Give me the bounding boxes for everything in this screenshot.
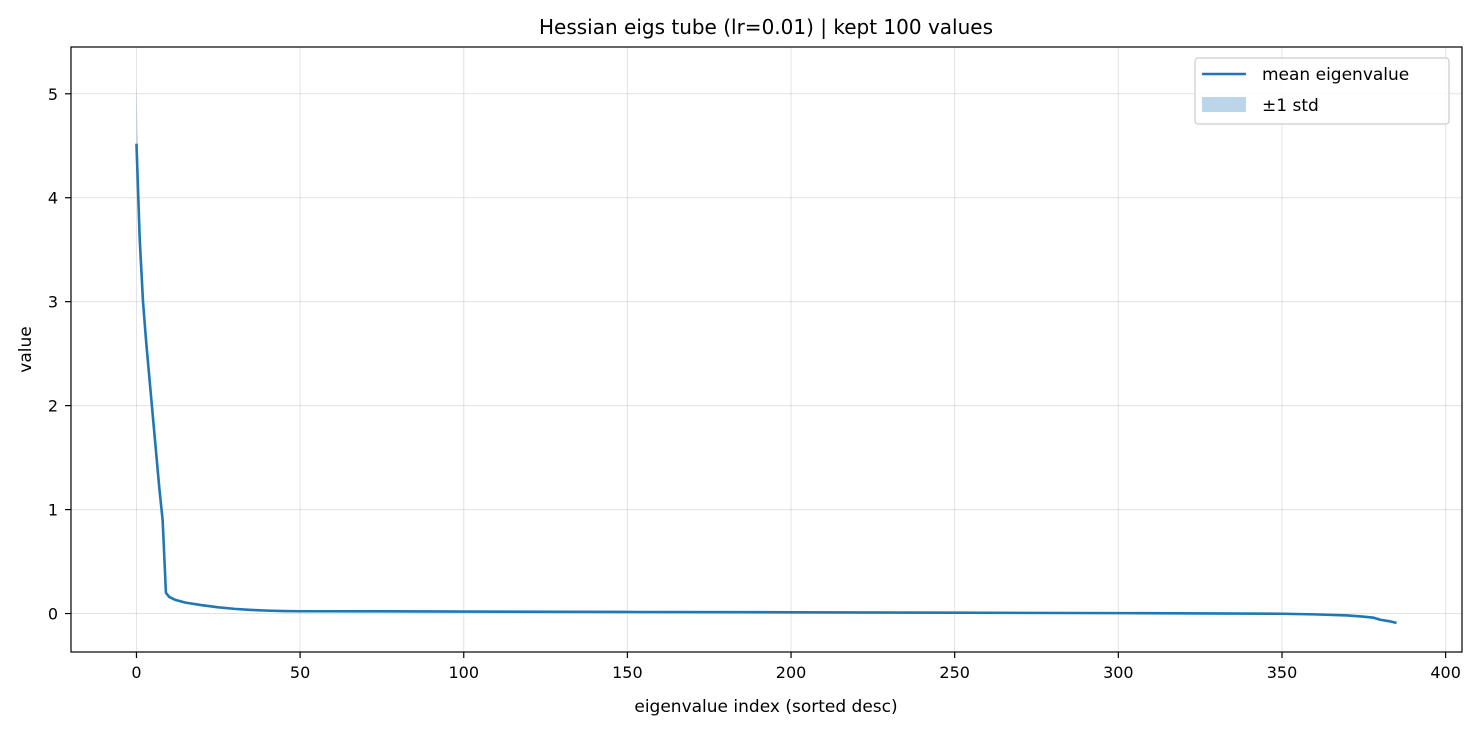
x-axis-ticks: 0 50 100 150 200 250 300 350 400: [131, 652, 1461, 682]
x-tick-label: 350: [1267, 663, 1298, 682]
y-tick-label: 3: [48, 293, 58, 312]
x-tick-label: 50: [290, 663, 310, 682]
x-tick-label: 0: [131, 663, 141, 682]
x-tick-label: 250: [939, 663, 970, 682]
x-axis-label: eigenvalue index (sorted desc): [634, 697, 897, 717]
mean-eigenvalue-line: [135, 143, 1397, 625]
x-tick-label: 100: [448, 663, 479, 682]
y-tick-label: 0: [48, 605, 58, 624]
grid: [71, 47, 1462, 652]
legend: mean eigenvalue ±1 std: [1194, 57, 1450, 125]
x-tick-label: 150: [612, 663, 643, 682]
legend-box: [1194, 57, 1450, 125]
y-tick-label: 5: [48, 85, 58, 104]
legend-label-std: ±1 std: [1262, 96, 1319, 116]
y-axis-ticks: 0 1 2 3 4 5: [48, 85, 71, 624]
x-tick-label: 300: [1103, 663, 1134, 682]
plot-frame: [70, 46, 1463, 653]
std-band: [136, 83, 1397, 624]
chart-title: Hessian eigs tube (lr=0.01) | kept 100 v…: [539, 15, 993, 39]
y-tick-label: 1: [48, 501, 58, 520]
legend-band-swatch: [1202, 97, 1246, 112]
x-tick-label: 400: [1430, 663, 1461, 682]
legend-label-mean: mean eigenvalue: [1262, 65, 1409, 85]
plot-area: [135, 83, 1397, 625]
y-tick-label: 2: [48, 397, 58, 416]
y-axis-label: value: [16, 326, 36, 372]
y-tick-label: 4: [48, 189, 58, 208]
x-tick-label: 200: [776, 663, 807, 682]
